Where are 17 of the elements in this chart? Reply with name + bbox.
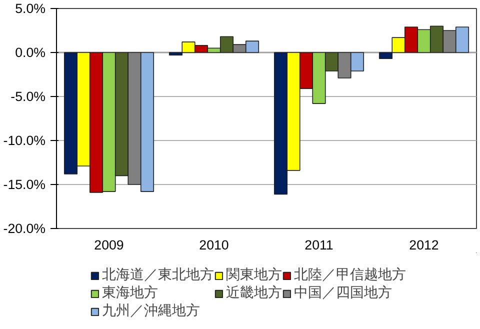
y-tick-label: -20.0% xyxy=(3,221,46,236)
legend-label: 中国／四国地方 xyxy=(294,284,392,302)
x-tick-label: 2011 xyxy=(304,238,334,252)
y-tick-label: -5.0% xyxy=(10,89,46,104)
y-tick-label: -15.0% xyxy=(3,177,46,192)
legend-label: 九州／沖縄地方 xyxy=(102,302,200,320)
x-tick-label: 2009 xyxy=(94,238,124,252)
legend-label: 北海道／東北地方 xyxy=(102,266,214,284)
legend-label: 北陸／甲信越地方 xyxy=(294,266,406,284)
x-tick-label: 2012 xyxy=(409,238,439,252)
x-tick-label: 2010 xyxy=(199,238,229,252)
y-tick-label: -10.0% xyxy=(3,133,46,148)
legend-label: 近畿地方 xyxy=(226,284,282,302)
y-tick-label: 0.0% xyxy=(15,45,46,60)
legend-label: 関東地方 xyxy=(226,266,282,284)
legend-label: 東海地方 xyxy=(102,284,158,302)
y-tick-label: 5.0% xyxy=(15,1,46,16)
